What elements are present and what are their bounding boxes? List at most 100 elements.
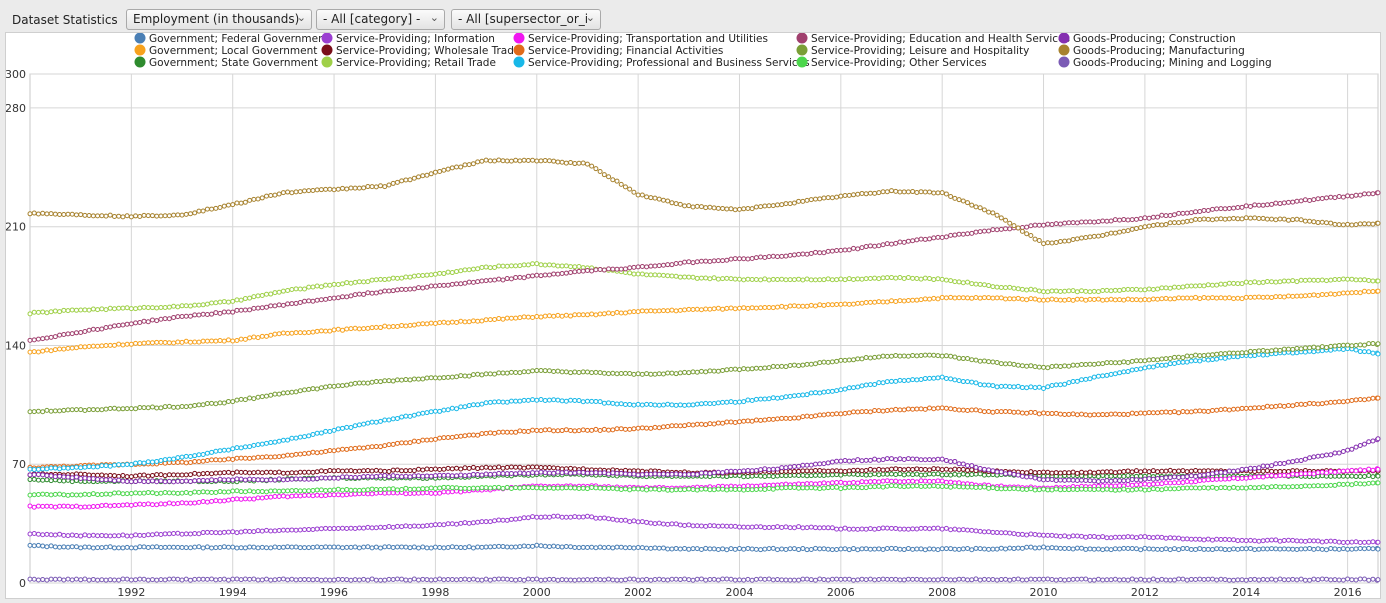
data-point [183, 472, 189, 478]
data-point [1252, 215, 1258, 221]
data-point [1214, 351, 1220, 357]
data-point [736, 256, 742, 262]
data-point [1315, 277, 1321, 283]
data-point [335, 576, 341, 582]
data-point [217, 545, 223, 551]
data-point [209, 311, 215, 317]
data-point [1264, 537, 1270, 543]
data-point [948, 577, 954, 583]
data-point [1302, 483, 1308, 489]
data-point [1184, 353, 1190, 359]
data-point [382, 486, 388, 492]
data-point [1066, 477, 1072, 483]
data-point [500, 485, 506, 491]
data-point [1095, 233, 1101, 239]
data-point [390, 180, 396, 186]
data-point [44, 503, 50, 509]
data-point [652, 471, 658, 477]
series-line[interactable] [27, 480, 1381, 498]
series-line[interactable] [27, 157, 1381, 247]
data-point [770, 482, 776, 488]
data-point [154, 502, 160, 508]
data-point [530, 576, 536, 582]
data-point [796, 547, 802, 553]
data-point [432, 544, 438, 550]
series-line[interactable] [27, 513, 1381, 546]
data-point [682, 423, 688, 429]
data-point [1269, 279, 1275, 285]
data-point [331, 468, 337, 474]
data-point [846, 192, 852, 198]
data-point [382, 417, 388, 423]
data-point [901, 298, 907, 304]
data-point [977, 229, 983, 235]
data-point [534, 368, 540, 374]
series-line[interactable] [27, 542, 1381, 553]
series-line[interactable] [27, 288, 1381, 355]
data-point [496, 517, 502, 523]
data-point [492, 518, 498, 524]
data-point [960, 576, 966, 582]
series-line[interactable] [27, 340, 1381, 415]
data-point [1100, 288, 1106, 294]
data-point [40, 309, 46, 315]
data-point [1129, 226, 1135, 232]
data-point [40, 503, 46, 509]
data-point [965, 379, 971, 385]
series-line[interactable] [27, 576, 1381, 583]
line-chart[interactable]: 1992 1994 1996 1998 2000 2002 2004 2006 2008 2010… [6, 33, 1382, 600]
data-point [1015, 409, 1021, 415]
data-point [1361, 191, 1367, 197]
data-point [348, 280, 354, 286]
data-point [910, 526, 916, 532]
data-point [69, 544, 75, 550]
data-point [817, 525, 823, 531]
data-point [960, 356, 966, 362]
supersector-dropdown[interactable]: - All [supersector_or_i ⌄ [451, 9, 601, 30]
data-point [1205, 282, 1211, 288]
data-point [880, 242, 886, 248]
data-point [145, 305, 151, 311]
data-point [1146, 223, 1152, 229]
data-point [221, 299, 227, 305]
data-point [1100, 361, 1106, 367]
data-point [745, 206, 751, 212]
data-point [441, 407, 447, 413]
data-point [428, 466, 434, 472]
data-point [1328, 577, 1334, 583]
data-point [1028, 469, 1034, 475]
data-point [956, 197, 962, 203]
data-point [943, 405, 949, 411]
data-point [1011, 531, 1017, 537]
data-point [1032, 470, 1038, 476]
data-point [762, 576, 768, 582]
data-point [1074, 470, 1080, 476]
data-point [133, 532, 139, 538]
data-point [251, 396, 257, 402]
data-point [1340, 290, 1346, 296]
data-point [998, 383, 1004, 389]
data-point [960, 461, 966, 467]
data-point [242, 199, 248, 205]
series-line[interactable] [27, 436, 1381, 485]
series-line[interactable] [27, 261, 1381, 317]
category-dropdown[interactable]: - All [category] - ⌄ [316, 9, 445, 30]
data-point [534, 314, 540, 320]
data-point [572, 264, 578, 270]
data-point [1011, 486, 1017, 492]
measure-dropdown[interactable]: Employment (in thousands) ⌄ [126, 9, 312, 30]
data-point [187, 545, 193, 551]
data-point [407, 322, 413, 328]
data-point [753, 204, 759, 210]
data-point [572, 514, 578, 520]
data-point [669, 423, 675, 429]
data-point [297, 493, 303, 499]
data-point [1357, 481, 1363, 487]
data-point [787, 464, 793, 470]
data-point [293, 300, 299, 306]
data-point [1336, 577, 1342, 583]
data-point [829, 468, 835, 474]
data-point [492, 544, 498, 550]
series-line[interactable] [27, 190, 1381, 343]
data-point [82, 475, 88, 481]
